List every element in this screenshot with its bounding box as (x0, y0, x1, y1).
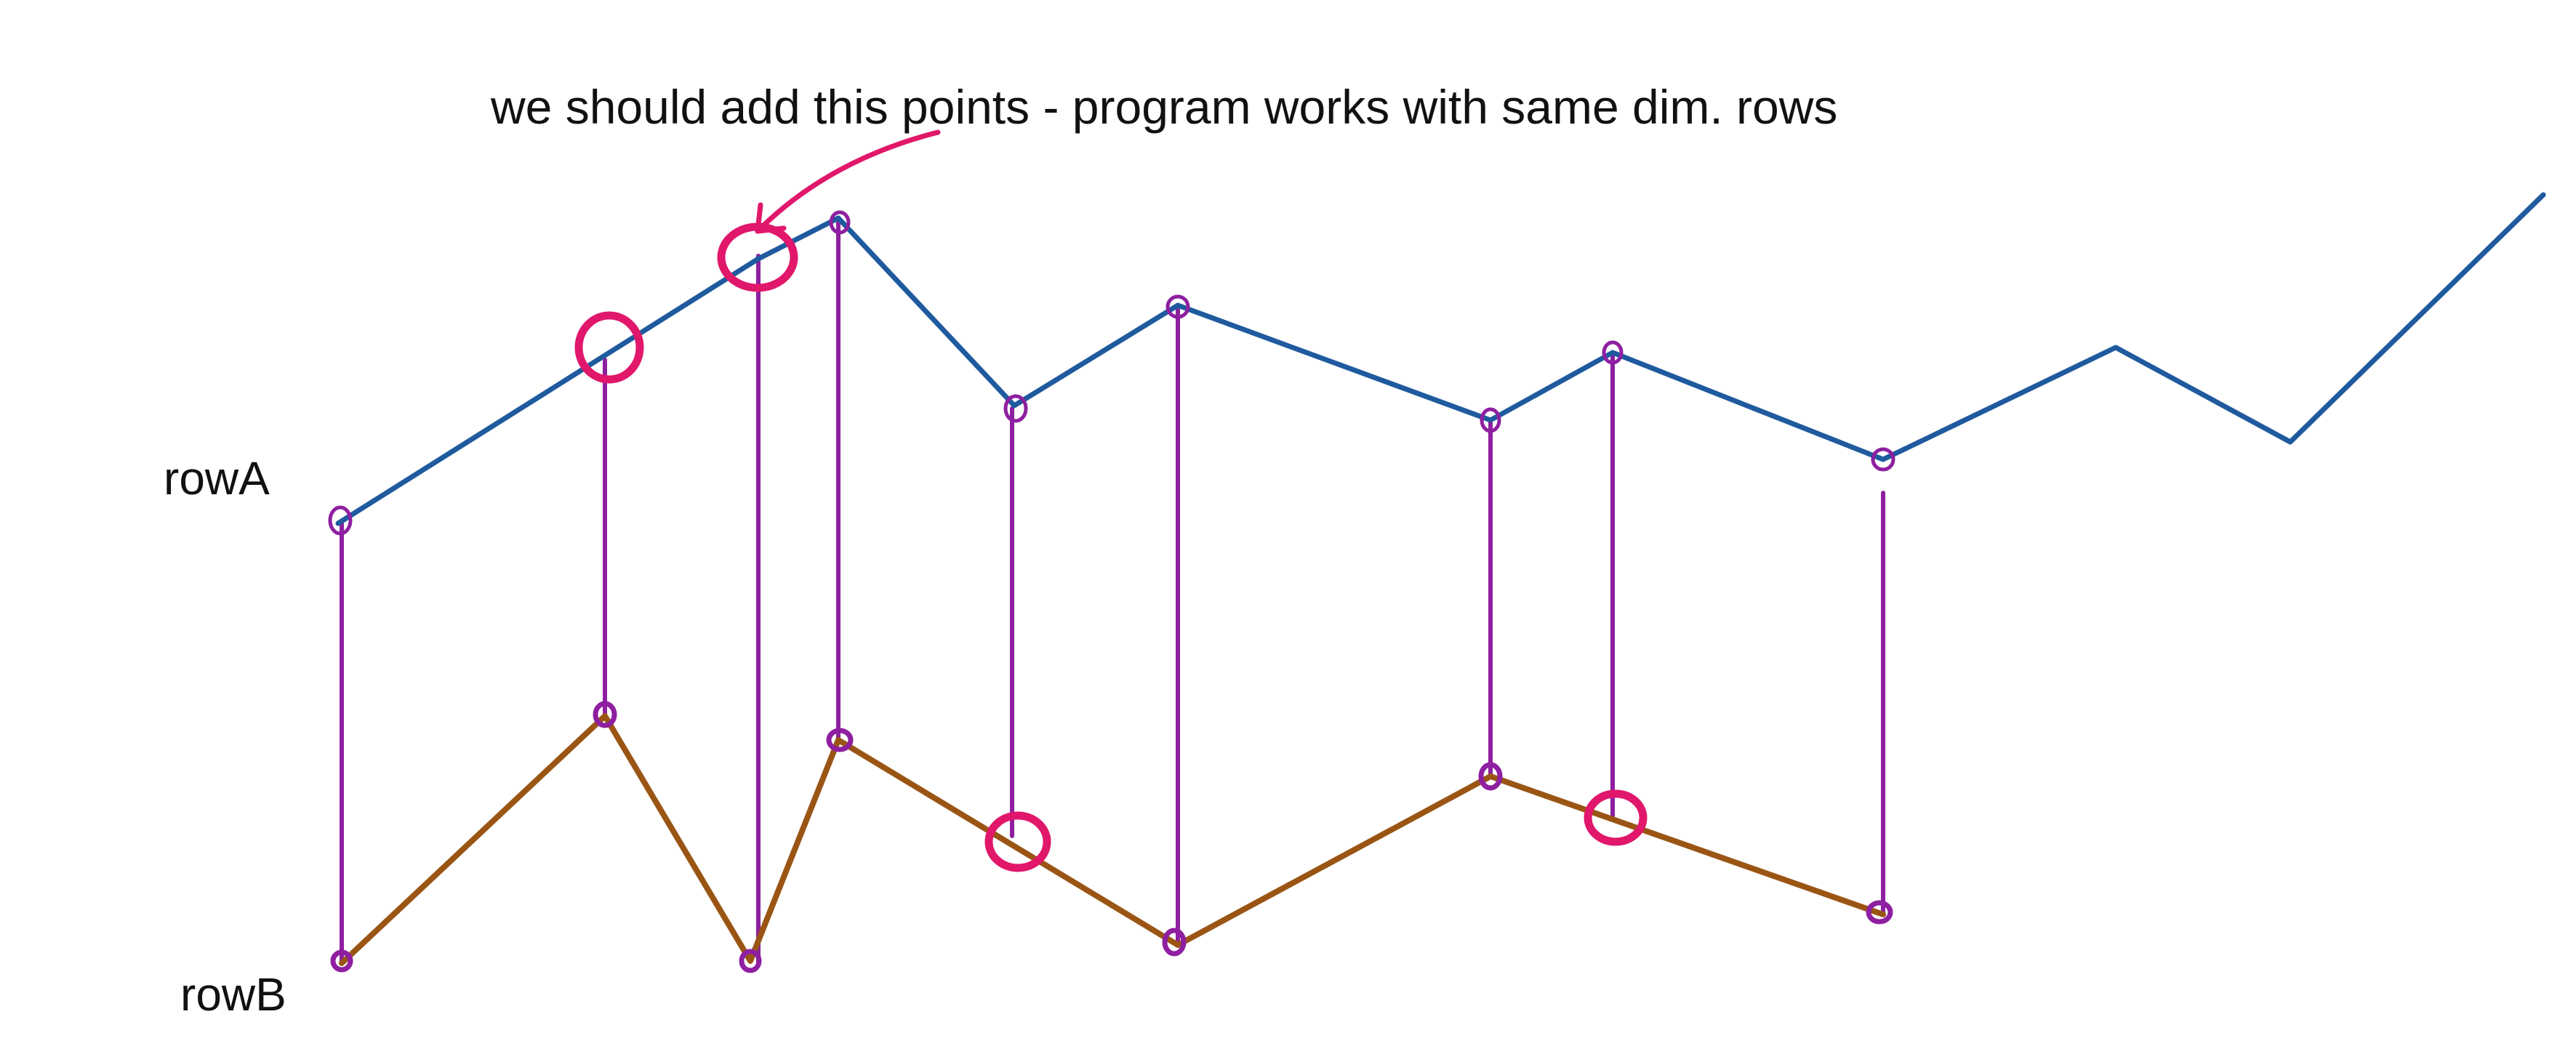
row-a-point-7 (1871, 447, 1895, 472)
annotation-text: we should add this points - program work… (490, 80, 1837, 134)
arrow-shaft (755, 129, 941, 234)
added-points (574, 222, 1648, 872)
added-point-3 (984, 811, 1051, 872)
row-a-point-4 (1165, 294, 1190, 319)
added-point-2 (717, 222, 798, 292)
row-a-point-6 (1602, 340, 1624, 365)
added-point-1 (574, 311, 644, 384)
row-b-label: rowB (180, 968, 286, 1021)
row-a-points (328, 210, 1895, 536)
row-b-point-3 (739, 949, 762, 973)
row-b-point-1 (330, 949, 353, 973)
row-a-line (335, 192, 2546, 526)
connectors (340, 220, 1885, 965)
row-b-point-7 (1866, 900, 1893, 925)
row-a-point-1 (328, 505, 353, 536)
row-b-point-6 (1478, 762, 1503, 791)
row-b-point-5 (1162, 928, 1187, 957)
row-a-point-2 (829, 210, 851, 235)
row-b-line (339, 713, 1886, 966)
row-b-points (330, 701, 1893, 973)
row-a-point-5 (1480, 407, 1501, 433)
row-a-label: rowA (164, 452, 270, 504)
added-point-4 (1584, 789, 1648, 846)
row-b-point-2 (593, 701, 617, 728)
row-a-point-3 (1003, 394, 1028, 423)
row-b-point-4 (826, 728, 854, 752)
